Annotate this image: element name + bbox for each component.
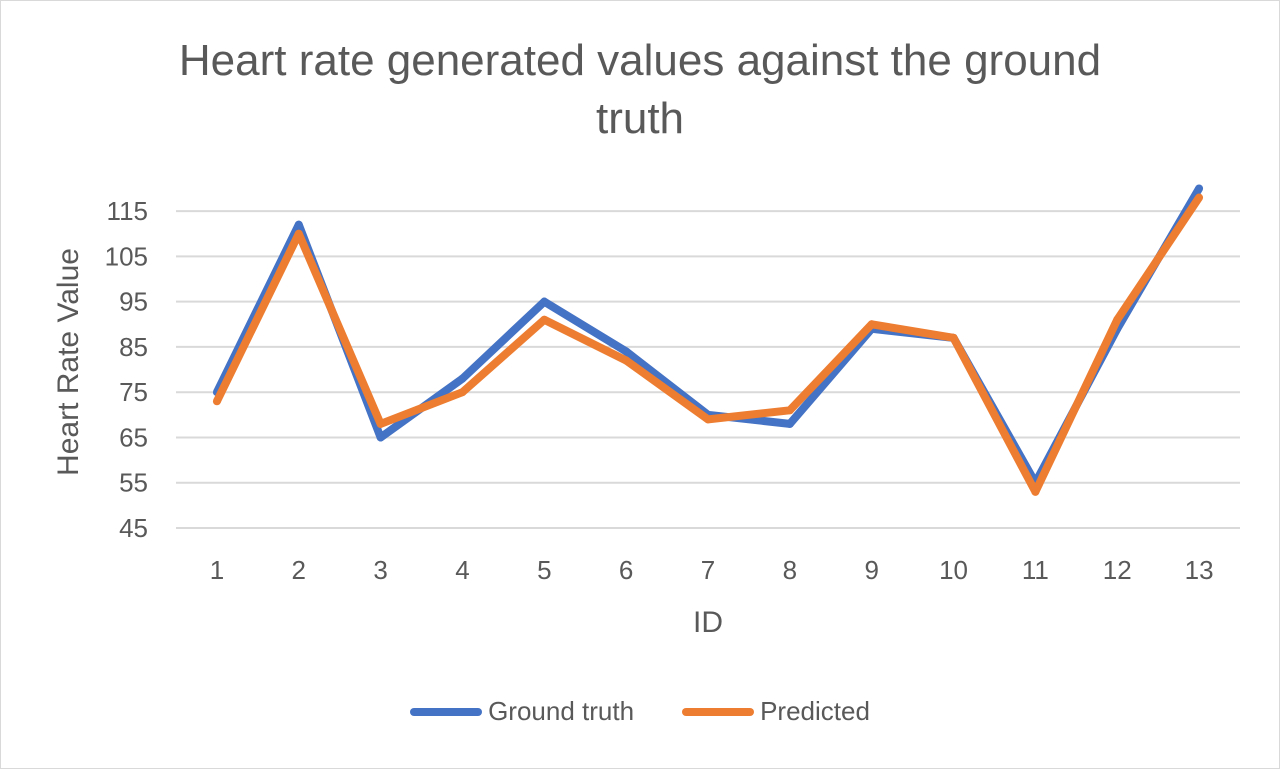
x-tick-label: 1 — [210, 555, 224, 585]
data-point — [212, 397, 221, 406]
data-point — [1195, 184, 1204, 193]
series-ground-truth — [212, 184, 1204, 487]
x-tick-label: 3 — [373, 555, 387, 585]
y-tick-label: 115 — [107, 196, 148, 226]
y-tick-label: 45 — [119, 513, 148, 543]
data-point — [1113, 315, 1122, 324]
data-point — [540, 297, 549, 306]
legend-item-predicted: Predicted — [682, 696, 870, 727]
series-lines — [212, 184, 1204, 496]
x-tick-label: 5 — [537, 555, 551, 585]
legend: Ground truth Predicted — [0, 696, 1280, 727]
data-point — [294, 229, 303, 238]
y-axis-title: Heart Rate Value — [52, 248, 85, 476]
data-point — [1195, 193, 1204, 202]
data-point — [622, 356, 631, 365]
y-tick-label: 75 — [119, 377, 148, 407]
x-axis-title: ID — [693, 606, 723, 639]
series-line — [213, 186, 1203, 487]
data-point — [785, 406, 794, 415]
data-point — [622, 347, 631, 356]
data-point — [540, 315, 549, 324]
data-point — [376, 419, 385, 428]
legend-swatch-ground-truth — [410, 707, 483, 716]
x-tick-label: 7 — [701, 555, 715, 585]
x-tick-label: 10 — [939, 555, 968, 585]
series-predicted — [212, 193, 1204, 496]
y-tick-label: 55 — [119, 468, 148, 498]
data-point — [867, 320, 876, 329]
legend-label-predicted: Predicted — [760, 696, 870, 726]
y-axis-ticks: 45 55 65 75 85 95 105 115 — [105, 196, 148, 543]
legend-swatch-predicted — [682, 707, 755, 716]
x-tick-label: 2 — [292, 555, 306, 585]
x-tick-label: 4 — [455, 555, 469, 585]
data-point — [294, 220, 303, 229]
y-tick-label: 85 — [119, 332, 148, 362]
gridlines — [176, 210, 1240, 529]
data-point — [949, 333, 958, 342]
x-tick-label: 8 — [783, 555, 797, 585]
y-tick-label: 105 — [105, 241, 148, 271]
x-tick-label: 11 — [1022, 555, 1049, 585]
data-point — [704, 415, 712, 424]
data-point — [458, 388, 467, 397]
data-point — [458, 374, 467, 383]
data-point — [785, 419, 794, 428]
data-point — [1031, 487, 1040, 496]
chart-title: Heart rate generated values against the … — [178, 36, 1102, 143]
legend-item-ground-truth: Ground truth — [410, 696, 634, 727]
data-point — [376, 433, 385, 442]
x-axis-ticks: 1 2 3 4 5 6 7 8 9 10 11 12 13 — [210, 555, 1214, 585]
x-tick-label: 9 — [864, 555, 878, 585]
legend-label-ground-truth: Ground truth — [488, 696, 635, 726]
y-tick-label: 95 — [119, 287, 148, 317]
x-tick-label: 13 — [1185, 555, 1214, 585]
y-tick-label: 65 — [119, 422, 148, 452]
x-tick-label: 6 — [619, 555, 633, 585]
x-tick-label: 12 — [1103, 555, 1132, 585]
